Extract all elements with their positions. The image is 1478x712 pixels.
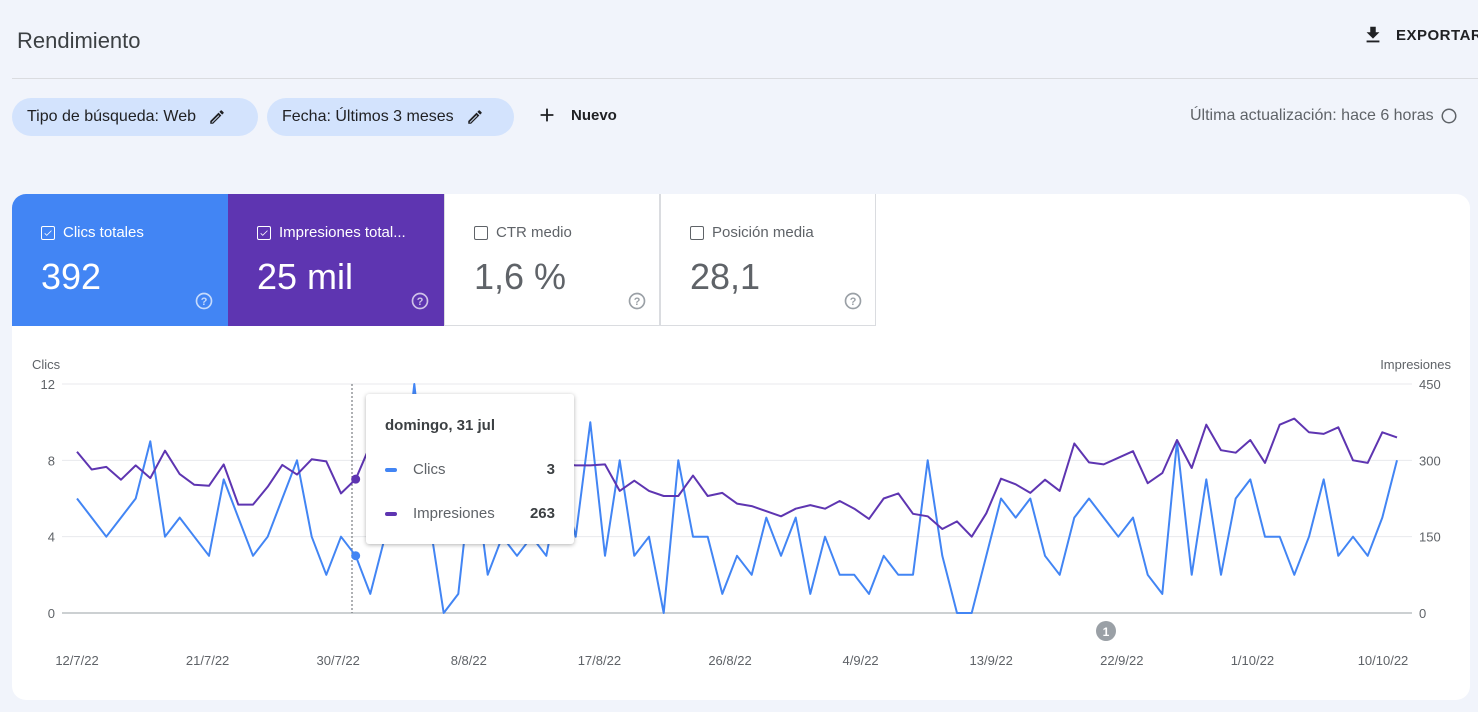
tooltip-label: Clics [413, 461, 446, 478]
last-update-label: Última actualización: hace 6 horas [1190, 107, 1434, 124]
tooltip-value: 263 [529, 505, 555, 522]
metric-label: Clics totales [63, 224, 144, 241]
checkbox-unchecked[interactable] [690, 225, 704, 240]
metric-value: 25 mil [257, 256, 354, 297]
help-icon[interactable]: ? [843, 291, 863, 311]
metric-label: Posición media [712, 224, 814, 241]
export-button[interactable]: EXPORTAR [1362, 24, 1478, 46]
tooltip-label: Impresiones [413, 505, 495, 522]
export-label: EXPORTAR [1396, 26, 1478, 44]
help-icon[interactable]: ? [627, 291, 647, 311]
metric-card-clicks[interactable]: Clics totales 392 ? [12, 194, 228, 326]
svg-text:?: ? [417, 296, 424, 308]
checkbox-unchecked[interactable] [474, 225, 488, 240]
checkbox-checked[interactable] [41, 225, 55, 240]
tooltip-date: domingo, 31 jul [385, 417, 496, 434]
download-icon [1366, 26, 1380, 43]
header-divider [12, 78, 1478, 79]
svg-text:?: ? [634, 296, 641, 308]
search-type-filter-label: Tipo de búsqueda: Web [27, 108, 197, 125]
series-swatch [385, 467, 397, 472]
metric-card-position[interactable]: Posición media 28,1 ? [660, 194, 876, 326]
performance-card: Clics totales 392 ? Impresiones total...… [12, 194, 1470, 700]
svg-text:?: ? [850, 296, 857, 308]
last-update-text: Última actualización: hace 6 horas [1190, 107, 1458, 125]
tooltip-row-impressions: Impresiones 263 [385, 505, 555, 522]
tooltip-row-clicks: Clics 3 [385, 461, 555, 478]
metric-value: 1,6 % [474, 256, 567, 297]
metric-value: 392 [41, 256, 102, 297]
top-bar: Rendimiento EXPORTAR [0, 0, 1478, 78]
edit-pencil-icon[interactable] [208, 108, 226, 126]
date-filter-chip[interactable]: Fecha: Últimos 3 meses [267, 98, 514, 136]
series-swatch [385, 511, 397, 516]
new-filter-button[interactable]: Nuevo [536, 104, 617, 126]
help-icon[interactable]: ? [410, 291, 430, 311]
date-filter-label: Fecha: Últimos 3 meses [282, 108, 454, 125]
checkbox-checked[interactable] [257, 225, 271, 240]
page-title: Rendimiento [17, 28, 141, 53]
plus-icon [540, 108, 554, 122]
help-icon[interactable]: ? [194, 291, 214, 311]
metric-label: Impresiones total... [279, 224, 406, 241]
metric-label: CTR medio [496, 224, 572, 241]
metric-card-ctr[interactable]: CTR medio 1,6 % ? [444, 194, 660, 326]
new-filter-label: Nuevo [571, 106, 617, 124]
metric-value: 28,1 [690, 256, 761, 297]
svg-text:?: ? [201, 296, 208, 308]
edit-pencil-icon[interactable] [466, 108, 484, 126]
help-icon[interactable] [1440, 107, 1458, 125]
search-type-filter-chip[interactable]: Tipo de búsqueda: Web [12, 98, 258, 136]
metric-card-impressions[interactable]: Impresiones total... 25 mil ? [228, 194, 444, 326]
tooltip-value: 3 [546, 461, 555, 478]
chart-tooltip: domingo, 31 jul Clics 3 Impresiones 263 [366, 394, 574, 544]
